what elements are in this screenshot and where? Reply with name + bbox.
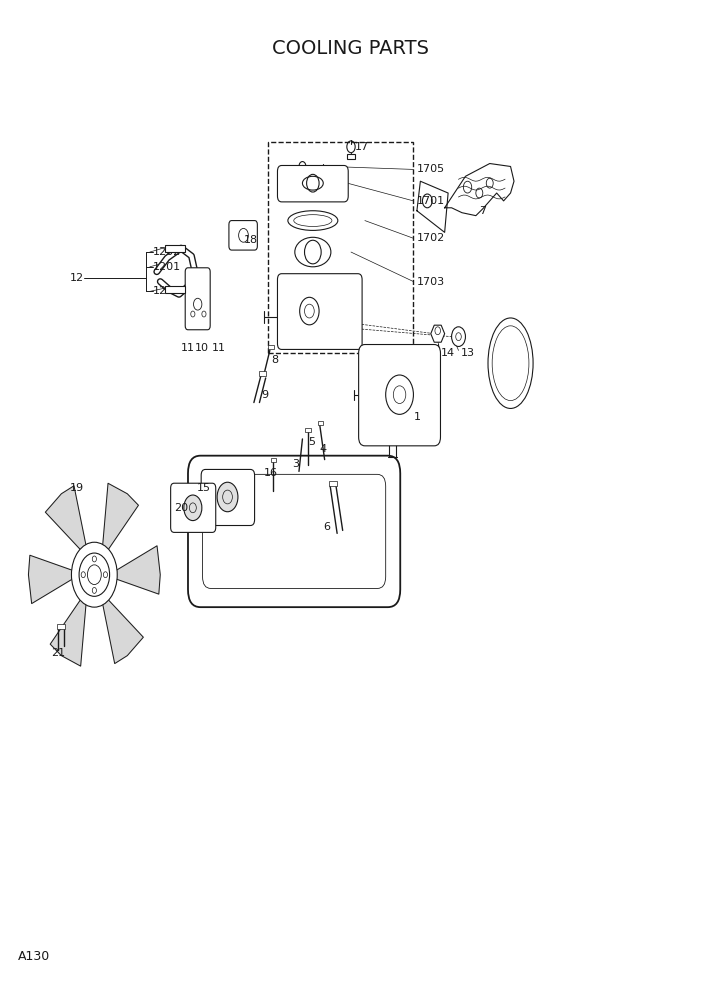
Text: 13: 13 (461, 348, 475, 358)
Text: 1705: 1705 (417, 165, 445, 175)
Text: 1703: 1703 (417, 277, 445, 287)
Text: 1202: 1202 (153, 287, 182, 297)
Ellipse shape (492, 325, 529, 401)
Bar (305, 429, 311, 433)
Polygon shape (117, 546, 160, 594)
FancyBboxPatch shape (277, 166, 348, 202)
FancyBboxPatch shape (185, 268, 210, 329)
Text: 10: 10 (195, 343, 209, 353)
Text: 20: 20 (174, 503, 188, 513)
Text: 1201: 1201 (153, 262, 181, 272)
Text: 7: 7 (479, 205, 486, 215)
FancyBboxPatch shape (171, 483, 216, 533)
Text: COOLING PARTS: COOLING PARTS (272, 39, 430, 58)
Bar (270, 457, 276, 461)
Bar (267, 345, 274, 349)
Polygon shape (51, 599, 86, 666)
Text: 8: 8 (271, 355, 279, 365)
Text: 3: 3 (292, 458, 299, 468)
Bar (260, 371, 266, 376)
Text: 11: 11 (212, 343, 226, 353)
Text: A130: A130 (18, 950, 51, 963)
Text: 1702: 1702 (417, 233, 445, 243)
Text: 14: 14 (441, 348, 456, 358)
Text: 18: 18 (244, 235, 258, 245)
Text: 16: 16 (264, 468, 278, 478)
Ellipse shape (288, 210, 338, 230)
Polygon shape (102, 483, 138, 550)
Text: 1202: 1202 (153, 247, 182, 257)
Bar (347, 154, 355, 159)
Bar (329, 481, 337, 486)
Text: 2: 2 (503, 348, 511, 358)
Ellipse shape (293, 214, 332, 226)
Text: 12: 12 (70, 273, 84, 283)
Text: 6: 6 (323, 523, 330, 533)
Circle shape (451, 326, 465, 346)
Text: 4: 4 (320, 443, 327, 453)
Text: 1701: 1701 (417, 195, 445, 206)
Text: 19: 19 (70, 483, 84, 493)
Polygon shape (46, 486, 86, 550)
Text: 5: 5 (308, 436, 315, 447)
Circle shape (184, 495, 202, 521)
FancyBboxPatch shape (359, 344, 440, 445)
Text: 17: 17 (355, 142, 369, 152)
Bar (57, 624, 65, 629)
Polygon shape (444, 164, 514, 215)
Text: 21: 21 (51, 649, 65, 659)
FancyBboxPatch shape (277, 274, 362, 349)
Polygon shape (29, 556, 72, 603)
Text: 1: 1 (413, 413, 420, 423)
Bar (165, 287, 185, 294)
Circle shape (217, 482, 238, 512)
Circle shape (72, 543, 117, 607)
Polygon shape (417, 182, 448, 232)
Ellipse shape (295, 237, 331, 267)
Text: 9: 9 (261, 390, 268, 400)
FancyBboxPatch shape (201, 469, 255, 526)
Circle shape (305, 240, 322, 264)
Bar (318, 422, 323, 426)
Text: 15: 15 (197, 483, 211, 493)
Polygon shape (102, 599, 143, 664)
Ellipse shape (488, 318, 533, 409)
Bar (165, 245, 185, 252)
Polygon shape (431, 325, 444, 342)
FancyBboxPatch shape (229, 220, 258, 250)
Text: 11: 11 (181, 343, 195, 353)
